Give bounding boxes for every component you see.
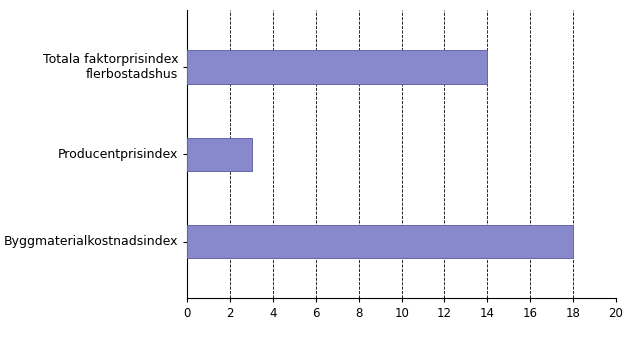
- Bar: [187, 225, 573, 258]
- Bar: [187, 138, 251, 171]
- Bar: [187, 50, 488, 83]
